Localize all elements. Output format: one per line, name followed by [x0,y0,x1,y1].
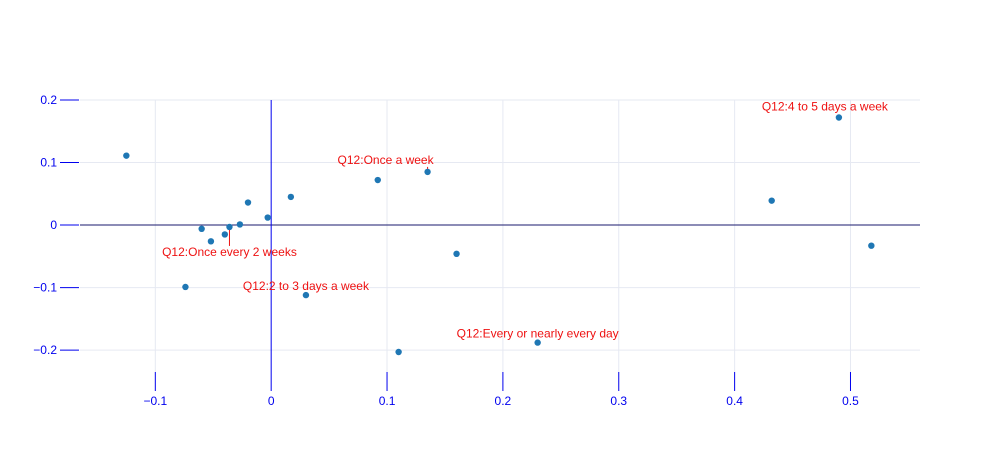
zero-lines [80,100,920,372]
y-tick-label: 0 [50,218,57,232]
grid-lines [80,99,920,372]
y-tick-label: −0.2 [33,343,57,357]
data-point [534,339,541,346]
x-tick-label: 0.2 [495,394,512,408]
data-point [453,250,460,258]
data-point [868,242,875,249]
x-tick-label: 0.4 [726,394,743,408]
y-tick-label: 0.2 [40,93,57,107]
annotations: Q12:4 to 5 days a week Q12:Once a week Q12… [162,100,889,341]
annotation-label: Q12:Every or nearly every day [457,327,619,341]
y-tick-label: −0.1 [33,281,57,295]
data-point [287,193,295,201]
data-points [123,114,875,356]
data-point [198,225,205,233]
annotation-label: Q12:4 to 5 days a week [762,100,889,114]
annotation-label: Q12:Once every 2 weeks [162,245,297,259]
data-point [424,168,431,176]
axis-ticks: −0.1 0 0.1 0.2 0.3 0.4 0.5 −0.2 −0.1 0 0.1 0.2 [33,93,859,408]
data-point [244,199,252,206]
data-point [302,291,310,299]
data-point [835,114,843,121]
data-point [264,214,271,221]
x-tick-label: 0 [268,394,275,408]
data-point [123,152,130,159]
annotation-label: Q12:2 to 3 days a week [243,279,370,293]
x-tick-label: −0.1 [143,394,167,408]
data-point [226,223,233,231]
data-point [207,238,215,245]
data-point [236,221,244,228]
x-tick-label: 0.3 [610,394,627,408]
x-tick-label: 0.5 [842,394,859,408]
data-point [374,176,381,184]
data-point [395,348,402,356]
data-point [768,197,775,204]
y-tick-label: 0.1 [40,156,57,170]
data-point [221,231,229,238]
annotation-label: Q12:Once a week [338,153,435,167]
x-tick-label: 0.1 [379,394,396,408]
data-point [182,283,189,291]
